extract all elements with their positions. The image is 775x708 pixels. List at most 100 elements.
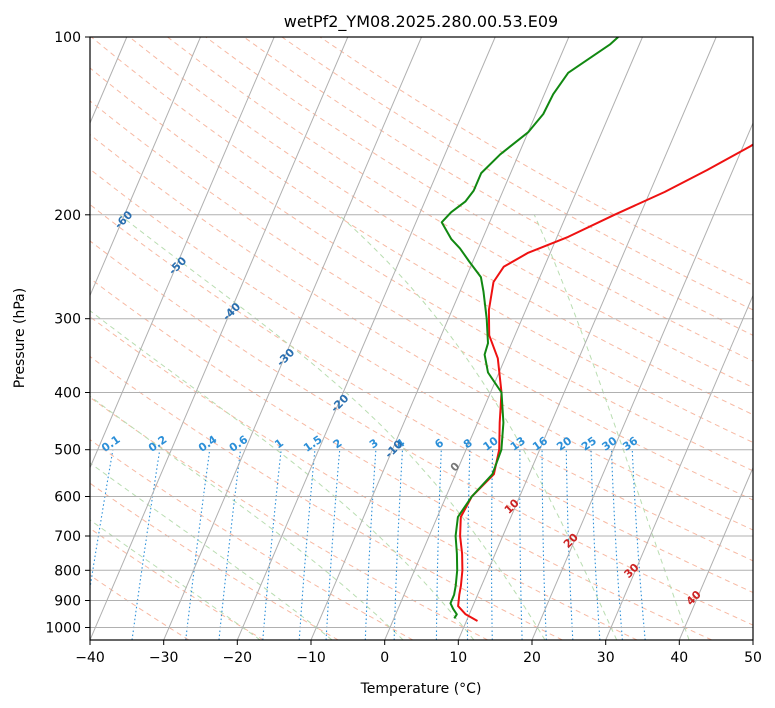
x-tick-label: −10 <box>296 650 326 666</box>
mixing-ratio-label: 0.2 <box>146 433 169 455</box>
dry-adiabat-line <box>129 37 753 416</box>
isotherm-label: -30 <box>274 346 297 369</box>
moist-adiabat-line <box>90 310 475 640</box>
isotherm-line <box>236 37 496 640</box>
mixing-ratio-line <box>90 449 114 592</box>
isotherm-label: -70 <box>58 162 81 185</box>
y-tick-label: 1000 <box>45 621 81 637</box>
isotherm-label: 40 <box>684 588 704 608</box>
dry-adiabat-line <box>90 482 339 640</box>
x-tick-label: 0 <box>380 650 389 666</box>
mixing-ratio-label: 0.1 <box>99 433 122 455</box>
temperature-profile-line <box>457 143 753 622</box>
dry-adiabat-line <box>90 240 753 626</box>
mixing-ratio-lines <box>90 449 646 640</box>
mixing-ratio-label: 13 <box>508 434 528 453</box>
dry-adiabat-line <box>90 37 753 443</box>
x-tick-label: −20 <box>223 650 253 666</box>
mixing-ratio-line <box>519 449 523 640</box>
mixing-ratio-line <box>466 449 471 640</box>
line-labels: 0.10.20.40.611.52346810131620253036-100-… <box>4 116 704 608</box>
moist-adiabat-line <box>533 214 690 640</box>
y-tick-label: 800 <box>54 563 81 579</box>
x-tick-label: 30 <box>597 650 615 666</box>
dry-adiabat-line <box>90 439 414 640</box>
mixing-ratio-label: 30 <box>599 434 619 454</box>
y-tick-label: 300 <box>54 312 81 328</box>
profile-series <box>440 37 753 622</box>
mixing-ratio-line <box>435 449 442 640</box>
dry-adiabat-line <box>90 67 753 472</box>
dry-adiabat-line <box>90 133 753 531</box>
dry-adiabat-line <box>281 37 753 311</box>
mixing-ratio-label: 8 <box>461 436 475 451</box>
mixing-ratio-label: 0.6 <box>227 433 251 455</box>
isotherm-label: -40 <box>220 300 243 323</box>
dry-adiabat-line <box>167 37 753 389</box>
dry-adiabat-line <box>90 396 488 640</box>
mixing-ratio-label: 0.4 <box>196 433 220 455</box>
isotherm-label: -50 <box>166 254 189 277</box>
isotherm-line <box>752 638 753 640</box>
y-tick-label: 500 <box>54 443 81 459</box>
chart-title: wetPf2_YM08.2025.280.00.53.E09 <box>284 12 558 32</box>
isotherm-line <box>384 37 643 640</box>
x-axis-label: Temperature (°C) <box>360 681 482 697</box>
mixing-ratio-label: 6 <box>432 436 446 451</box>
isotherm-label: -80 <box>4 116 27 139</box>
isotherm-line <box>90 37 275 469</box>
moist-adiabat-line <box>90 519 261 640</box>
dry-adiabat-line <box>90 168 753 562</box>
y-tick-label: 200 <box>54 208 81 224</box>
mixing-ratio-label: 16 <box>530 434 550 454</box>
mixing-ratio-label: 1.5 <box>301 433 324 455</box>
axes: −40 −30 −20 −10 0 10 20 30 40 50 1000 900 800 700 600 5… <box>45 30 762 666</box>
isotherm-label: -60 <box>112 208 135 231</box>
moist-adiabat-line <box>338 214 618 640</box>
plot-area: 0.10.20.40.611.52346810131620253036-100-… <box>4 37 753 640</box>
mixing-ratio-line <box>631 449 646 640</box>
dry-adiabat-line <box>90 316 638 640</box>
dry-adiabat-line <box>90 355 563 640</box>
moist-adiabat-line <box>119 214 546 640</box>
mixing-ratio-label: 3 <box>367 436 381 451</box>
isotherm-line <box>531 121 753 640</box>
x-tick-label: 20 <box>523 650 541 666</box>
mixing-ratio-line <box>490 449 494 640</box>
dry-adiabat-line <box>243 37 753 336</box>
mixing-ratio-line <box>131 449 161 640</box>
isotherm-label: 10 <box>502 496 522 516</box>
y-tick-label: 700 <box>54 529 81 545</box>
x-tick-label: 50 <box>744 650 762 666</box>
grid-lines <box>90 37 753 640</box>
mixing-ratio-label: 2 <box>331 436 345 451</box>
isotherm-line <box>678 466 753 640</box>
isotherm-line <box>310 37 570 640</box>
isotherm-line <box>163 37 422 640</box>
dry-adiabat-line <box>90 203 753 594</box>
dry-adiabats <box>90 37 753 640</box>
plot-frame <box>89 36 754 641</box>
y-tick-label: 400 <box>54 386 81 402</box>
y-tick-label: 900 <box>54 594 81 610</box>
isotherm-line <box>90 37 201 297</box>
mixing-ratio-line <box>590 449 601 640</box>
y-tick-label: 100 <box>54 30 81 46</box>
dewpoint-profile-line <box>440 37 619 619</box>
y-axis-label: Pressure (hPa) <box>12 288 28 388</box>
dry-adiabat-line <box>205 37 753 362</box>
x-tick-label: 10 <box>449 650 467 666</box>
moist-adiabat-line <box>90 462 333 640</box>
isotherm-line <box>457 37 717 640</box>
dry-adiabat-line <box>90 277 712 640</box>
x-tick-label: 40 <box>670 650 688 666</box>
mixing-ratio-line <box>185 449 211 640</box>
x-tick-label: −40 <box>75 650 105 666</box>
mixing-ratio-line <box>218 449 242 640</box>
isotherm-line <box>605 294 753 640</box>
isotherm-label: 20 <box>561 530 581 550</box>
mixing-ratio-label: 10 <box>481 434 501 454</box>
mixing-ratio-label: 20 <box>554 434 574 454</box>
moist-adiabats <box>90 214 690 640</box>
